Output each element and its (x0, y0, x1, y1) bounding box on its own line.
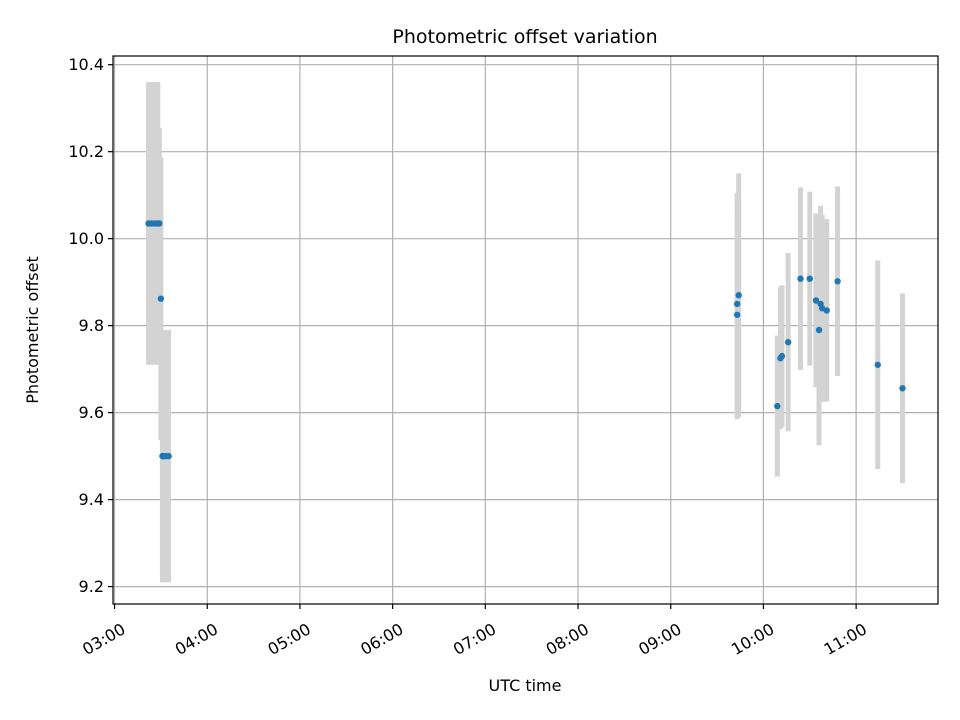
x-tick-label: 10:00 (728, 619, 777, 659)
chart-title: Photometric offset variation (392, 26, 657, 48)
y-tick-label: 9.4 (79, 490, 104, 509)
data-point (774, 402, 781, 410)
x-tick-label: 07:00 (450, 619, 499, 659)
data-point (815, 326, 823, 334)
data-point (733, 300, 741, 308)
x-tick-label: 04:00 (172, 619, 221, 659)
x-tick-label: 05:00 (265, 619, 314, 659)
y-tick-label: 10.2 (68, 142, 104, 161)
plot-frame (112, 55, 939, 605)
x-tick-label: 08:00 (543, 619, 592, 659)
x-axis-ticks: 03:00 04:00 05:00 06:00 07:00 08:00 09:00 10:00… (79, 604, 870, 659)
data-point (834, 278, 841, 285)
x-tick-label: 09:00 (635, 619, 684, 659)
y-tick-label: 9.8 (79, 316, 104, 335)
y-axis-ticks: 9.2 9.4 9.6 9.8 10.0 10.2 10.4 (68, 55, 113, 596)
y-axis-title: Photometric offset (23, 256, 42, 404)
data-point (806, 275, 813, 282)
data-point (797, 275, 804, 282)
y-tick-label: 10.0 (68, 229, 104, 248)
x-tick-label: 03:00 (79, 619, 128, 659)
data-point (165, 452, 172, 460)
data-point (156, 220, 163, 227)
data-point (812, 297, 820, 304)
data-point (784, 338, 792, 346)
x-tick-label: 06:00 (357, 619, 406, 659)
y-tick-label: 9.6 (79, 403, 104, 422)
data-point (733, 311, 741, 318)
data-point (735, 292, 742, 299)
x-tick-label: 11:00 (821, 619, 870, 659)
errorbar-layer (146, 82, 905, 583)
data-point (899, 385, 906, 392)
point-layer (145, 220, 906, 460)
y-tick-label: 10.4 (68, 55, 104, 74)
data-point (157, 295, 165, 302)
data-point (823, 307, 830, 314)
x-axis-title: UTC time (489, 676, 562, 695)
y-tick-label: 9.2 (79, 577, 104, 596)
data-point (778, 352, 786, 360)
data-point (874, 361, 881, 368)
